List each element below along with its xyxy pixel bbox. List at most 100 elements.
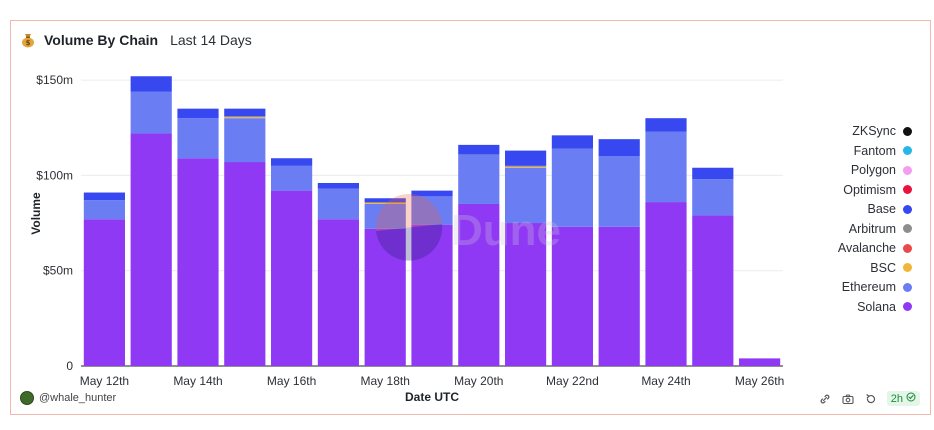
chart-card: $ Volume By Chain Last 14 Days 0 $50m $100… <box>10 20 931 415</box>
dune-watermark-text: Dune <box>451 206 561 255</box>
legend-label: BSC <box>870 260 896 275</box>
bar-segment-solana <box>645 202 687 366</box>
bar-segment-bsc <box>364 203 406 204</box>
bar-segment-base <box>130 76 172 92</box>
author-handle: @whale_hunter <box>39 392 117 404</box>
legend-label: Ethereum <box>841 280 896 295</box>
legend-label: ZKSync <box>852 124 896 139</box>
bar-segment-bsc <box>505 166 547 168</box>
x-tick-label: May 24th <box>641 374 690 388</box>
x-tick-label: May 26th <box>735 374 784 388</box>
legend-item-base[interactable]: Base <box>867 201 912 218</box>
dune-watermark: Dune <box>376 194 561 261</box>
bar-segment-bsc <box>224 117 266 119</box>
bar-segment-solana <box>317 219 359 366</box>
legend-label: Solana <box>857 299 896 314</box>
bar-segment-ethereum <box>645 131 687 203</box>
bar-segment-base <box>692 167 734 180</box>
x-tick-label: May 14th <box>173 374 222 388</box>
legend-swatch <box>903 185 912 195</box>
bar-segment-solana <box>271 190 313 366</box>
bar-segment-ethereum <box>271 165 313 191</box>
legend-item-ethereum[interactable]: Ethereum <box>842 279 912 296</box>
legend-label: Polygon <box>850 163 896 178</box>
bar-segment-ethereum <box>551 148 593 227</box>
bar-segment-ethereum <box>83 200 125 220</box>
y-tick-label: $50m <box>43 264 73 278</box>
bar-segment-solana <box>551 226 593 366</box>
legend-item-bsc[interactable]: BSC <box>870 260 912 277</box>
legend-swatch <box>903 146 912 156</box>
bar-segment-base <box>645 118 687 132</box>
dune-logo-arc <box>376 224 443 261</box>
refresh-icon[interactable] <box>864 392 878 406</box>
bar-segment-base <box>458 144 500 155</box>
y-tick-label: $150m <box>36 73 73 87</box>
bar-segment-base <box>411 190 453 197</box>
legend-swatch <box>903 263 912 273</box>
bar-segment-ethereum <box>598 156 640 227</box>
x-tick-label: May 22nd <box>546 374 599 388</box>
legend-item-zksync[interactable]: ZKSync <box>852 123 912 140</box>
link-icon[interactable] <box>818 392 832 406</box>
chart-actions: 2h <box>818 391 920 406</box>
legend-item-polygon[interactable]: Polygon <box>851 162 912 179</box>
x-tick-label: May 12th <box>80 374 129 388</box>
chart-header: $ Volume By Chain Last 14 Days <box>20 30 252 50</box>
bar-segment-solana <box>130 133 172 366</box>
x-tick-label: May 18th <box>361 374 410 388</box>
y-tick-label: 0 <box>66 359 73 373</box>
x-axis-title: Date UTC <box>405 390 459 404</box>
bar-segment-base <box>551 135 593 149</box>
check-circle-icon <box>906 392 916 405</box>
chart-legend: ZKSync Fantom Polygon Optimism Base Arbitrum A… <box>838 123 912 315</box>
author-info[interactable]: @whale_hunter <box>20 391 116 405</box>
bar-segment-base <box>317 183 359 189</box>
legend-item-avalanche[interactable]: Avalanche <box>838 240 912 257</box>
legend-swatch <box>903 204 912 214</box>
legend-item-arbitrum[interactable]: Arbitrum <box>849 221 912 238</box>
bar-segment-base <box>364 198 406 203</box>
bar-segment-solana <box>505 223 547 366</box>
legend-swatch <box>903 282 912 292</box>
money-bag-icon: $ <box>20 32 36 48</box>
bar-segment-base <box>505 150 547 166</box>
bar-segment-solana <box>458 203 500 366</box>
legend-label: Fantom <box>853 143 896 158</box>
bar-segment-base <box>224 108 266 117</box>
bar-segment-arbitrum <box>224 116 266 118</box>
legend-item-optimism[interactable]: Optimism <box>843 182 912 199</box>
bar-segment-base <box>83 192 125 201</box>
bar-segment-solana <box>224 162 266 366</box>
bars-group <box>83 76 781 366</box>
bar-segment-ethereum <box>364 203 406 229</box>
bar-segment-ethereum <box>411 196 453 225</box>
bar-segment-ethereum <box>224 118 266 163</box>
legend-swatch <box>903 165 912 175</box>
camera-icon[interactable] <box>841 392 855 406</box>
svg-text:$: $ <box>26 39 31 47</box>
legend-swatch <box>903 243 912 253</box>
legend-label: Base <box>867 202 897 217</box>
chart-subtitle: Last 14 Days <box>170 32 252 48</box>
legend-label: Optimism <box>843 182 896 197</box>
avatar <box>20 391 34 405</box>
bar-segment-ethereum <box>130 91 172 134</box>
legend-item-fantom[interactable]: Fantom <box>854 143 912 160</box>
bar-segment-solana <box>739 358 781 366</box>
legend-item-solana[interactable]: Solana <box>857 299 912 316</box>
bar-segment-base <box>177 108 219 119</box>
legend-swatch <box>903 302 912 312</box>
legend-swatch <box>903 126 912 136</box>
bar-segment-solana <box>177 158 219 366</box>
legend-label: Arbitrum <box>848 221 896 236</box>
bar-segment-ethereum <box>177 118 219 159</box>
bar-segment-ethereum <box>458 154 500 204</box>
legend-label: Avalanche <box>837 241 896 256</box>
refresh-status-badge[interactable]: 2h <box>886 391 920 406</box>
bar-segment-solana <box>411 224 453 366</box>
x-tick-label: May 20th <box>454 374 503 388</box>
dune-logo-circle <box>376 194 442 260</box>
y-axis-title: Volume <box>29 192 43 235</box>
legend-swatch <box>903 224 912 234</box>
